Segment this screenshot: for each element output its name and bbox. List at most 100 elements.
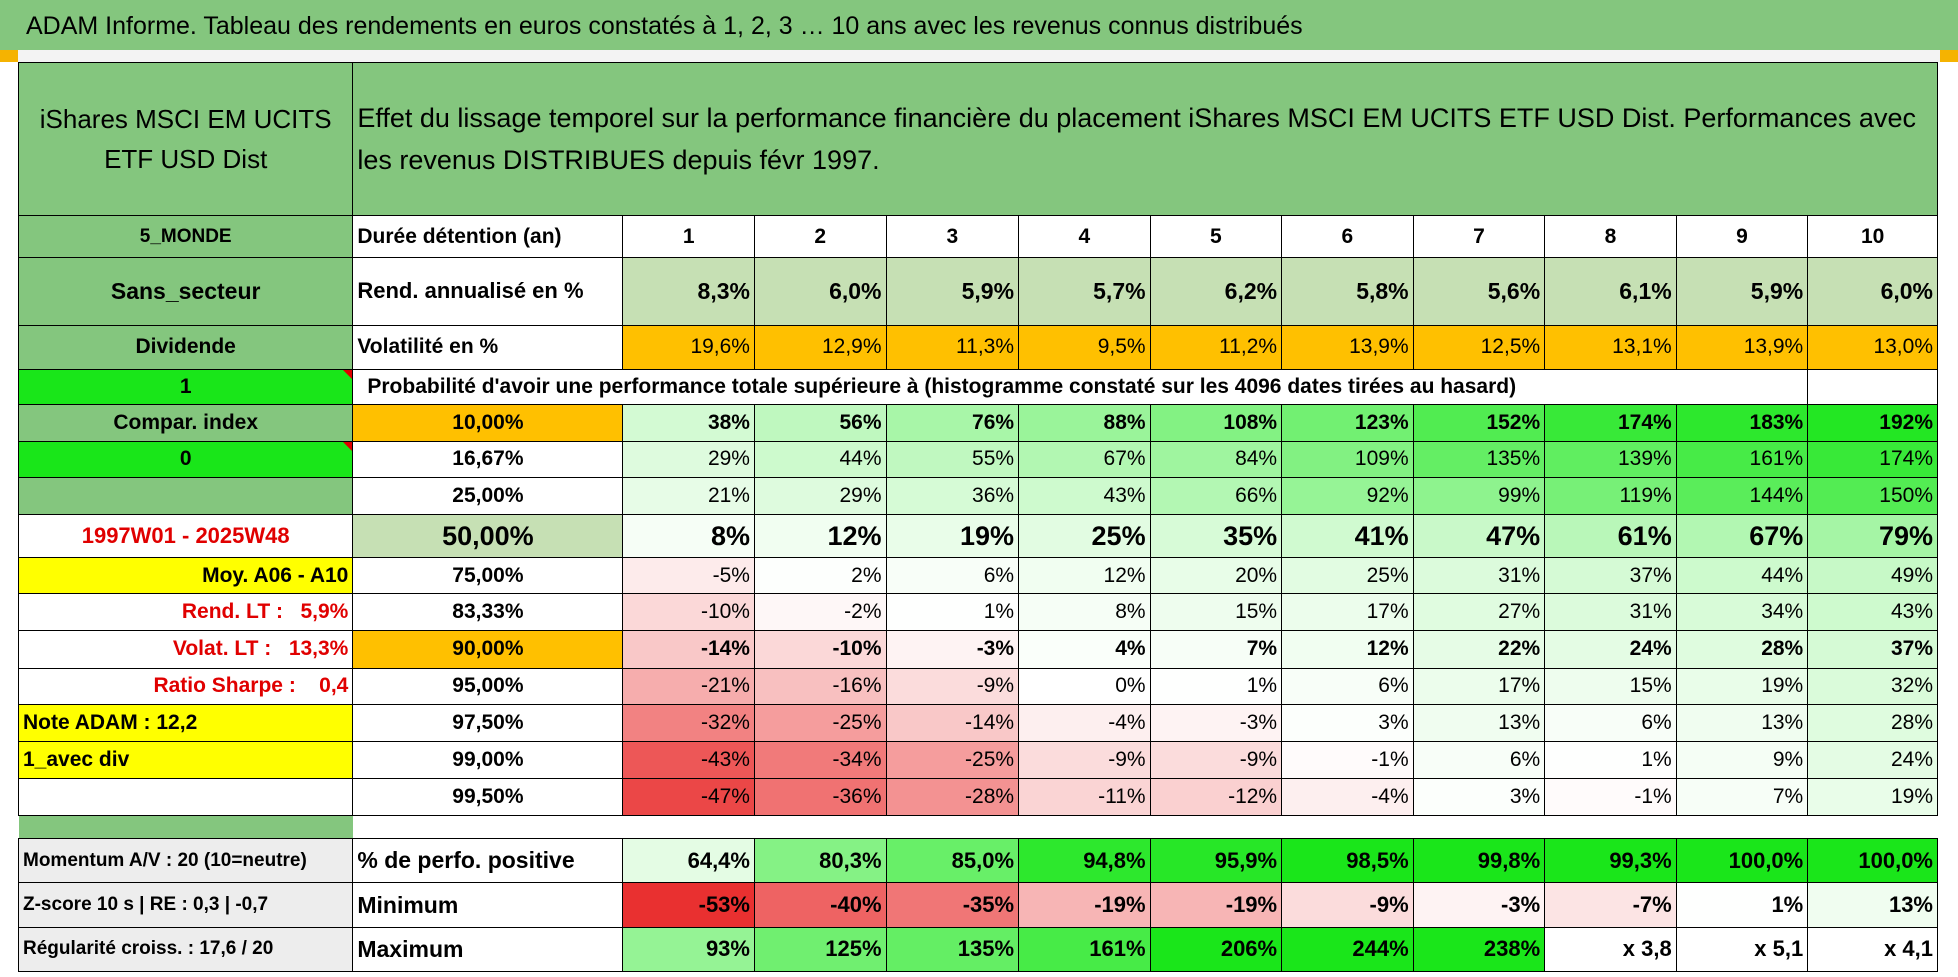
rend-value: 5,9% [1675,257,1809,326]
probability-value: 84% [1149,440,1283,478]
probability-value: 49% [1807,557,1938,595]
probability-value: 43% [1018,476,1151,516]
probability-value: -12% [1149,777,1283,817]
pos-value: 85,0% [885,838,1020,884]
probability-value: 19% [885,514,1020,559]
pos-value: 99,3% [1544,838,1677,884]
probability-row: Moy. A06 - A10 75,00% -5% 2% 6% 12% 20% 25% 31% 3… [17,557,1938,595]
probability-value: 66% [1149,476,1283,516]
rend-value: 6,0% [1807,257,1938,326]
max-value: 125% [753,926,887,973]
min-value: 13% [1807,882,1938,928]
rend-lt-value: 5,9% [300,600,349,624]
probability-value: 183% [1675,403,1809,442]
year-header: 6 [1281,215,1414,259]
max-value: x 3,8 [1544,926,1677,973]
rend-lt-label: Rend. LT : [181,600,283,624]
probability-value: 37% [1544,557,1677,595]
corner-marker-right [1940,50,1958,62]
probability-value: 109% [1281,440,1414,478]
zscore-label: Z-score 10 s | RE : 0,3 | -0,7 [17,882,354,928]
max-label: Maximum [352,926,624,973]
year-header: 2 [753,215,887,259]
note-adam: Note ADAM : 12,2 [17,703,354,742]
compar-index-label: Compar. index [17,403,354,442]
probability-value: 31% [1412,557,1546,595]
probability-value: 4% [1018,630,1151,669]
probability-value: 29% [753,476,887,516]
performance-grid-body: iShares MSCI EM UCITS ETF USD Dist Effet… [17,61,1938,973]
probability-value: 17% [1281,593,1414,632]
probability-value: -14% [885,703,1020,742]
moy-label: Moy. A06 - A10 [17,557,354,595]
probability-value: 88% [1018,403,1151,442]
probability-threshold: 90,00% [352,630,624,669]
probability-row: Volat. LT : 13,3% 90,00% -14% -10% -3% 4% 7% 12… [17,630,1938,669]
min-value: -53% [622,882,755,928]
year-header: 3 [885,215,1020,259]
blank-cell [17,777,354,817]
probability-value: 44% [753,440,887,478]
probability-value: 76% [885,403,1020,442]
rend-row: Sans_secteur Rend. annualisé en % 8,3% 6,… [17,257,1938,326]
probability-value: -25% [753,703,887,742]
probability-value: 0% [1018,667,1151,705]
probability-value: 32% [1807,667,1938,705]
max-value: 206% [1149,926,1283,973]
probability-threshold: 97,50% [352,703,624,742]
vol-value: 9,5% [1018,324,1151,370]
volat-lt: Volat. LT : 13,3% [17,630,354,669]
probability-value: 6% [885,557,1020,595]
vol-value: 11,2% [1149,324,1283,370]
flag-one-cell[interactable]: 1 [17,368,354,405]
min-value: -19% [1149,882,1283,928]
pos-value: 100,0% [1807,838,1938,884]
probability-value: -28% [885,777,1020,817]
volat-lt-label: Volat. LT : [172,637,272,661]
summary-row: Momentum A/V : 20 (10=neutre)% de perfo.… [17,838,1938,884]
prob-title-end [1807,368,1938,405]
max-value: 238% [1412,926,1546,973]
probability-value: 99% [1412,476,1546,516]
probability-value: 174% [1544,403,1677,442]
pos-value: 64,4% [622,838,755,884]
probability-value: 19% [1807,777,1938,817]
probability-value: 21% [622,476,755,516]
probability-value: 20% [1149,557,1283,595]
spacer-green-cell [18,815,353,840]
flag-zero-cell[interactable]: 0 [17,440,354,478]
probability-row: Ratio Sharpe : 0,4 95,00% -21% -16% -9% 0% 1% 6… [17,667,1938,705]
probability-row: Rend. LT : 5,9% 83,33% -10% -2% 1% 8% 15% 17% 27… [17,593,1938,632]
max-value: 93% [622,926,755,973]
probability-value: 7% [1149,630,1283,669]
vol-value: 13,9% [1675,324,1809,370]
report-banner: ADAM Informe. Tableau des rendements en … [0,0,1958,50]
probability-row: 1997W01 - 2025W48 50,00% 8% 12% 19% 25% 35% 41%… [17,514,1938,559]
probability-value: 24% [1544,630,1677,669]
min-value: -9% [1281,882,1414,928]
vol-value: 13,0% [1807,324,1938,370]
probability-value: 108% [1149,403,1283,442]
probability-value: -4% [1018,703,1151,742]
probability-value: -9% [1018,740,1151,779]
rend-value: 8,3% [622,257,755,326]
probability-value: -16% [753,667,887,705]
probability-row: Note ADAM : 12,2 97,50% -32% -25% -14% -4% -3%… [17,703,1938,742]
vol-row: Dividende Volatilité en % 19,6% 12,9% 11,3… [17,324,1938,370]
momentum-label: Momentum A/V : 20 (10=neutre) [17,838,354,884]
probability-value: -21% [622,667,755,705]
probability-value: 55% [885,440,1020,478]
fund-description: Effet du lissage temporel sur la perform… [352,61,1938,217]
pos-value: 99,8% [1412,838,1546,884]
probability-value: 15% [1149,593,1283,632]
probability-value: 8% [622,514,755,559]
probability-threshold: 99,50% [352,777,624,817]
probability-value: 6% [1412,740,1546,779]
min-value: -35% [885,882,1020,928]
period-label: 1997W01 - 2025W48 [17,514,354,559]
probability-value: 34% [1675,593,1809,632]
probability-value: 2% [753,557,887,595]
sharpe-value: 0,4 [319,674,349,698]
probability-value: 13% [1675,703,1809,742]
duration-label: Durée détention (an) [352,215,624,259]
